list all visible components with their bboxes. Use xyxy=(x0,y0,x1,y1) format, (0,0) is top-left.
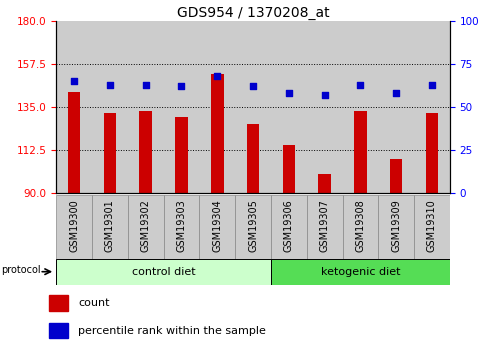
Text: count: count xyxy=(78,298,109,308)
Bar xyxy=(235,195,270,285)
Bar xyxy=(425,113,437,193)
Point xyxy=(142,82,149,87)
Point xyxy=(391,90,399,96)
Bar xyxy=(235,21,270,193)
Text: GSM19303: GSM19303 xyxy=(176,199,186,252)
Bar xyxy=(139,111,152,193)
Text: GSM19310: GSM19310 xyxy=(426,199,436,252)
Bar xyxy=(163,195,199,285)
Bar xyxy=(270,195,306,285)
Bar xyxy=(211,75,223,193)
Bar xyxy=(92,195,127,285)
Text: GSM19309: GSM19309 xyxy=(390,199,400,252)
Text: ketogenic diet: ketogenic diet xyxy=(320,267,399,277)
Text: percentile rank within the sample: percentile rank within the sample xyxy=(78,326,265,336)
Bar xyxy=(413,21,449,193)
Bar xyxy=(68,92,80,193)
Text: GSM19302: GSM19302 xyxy=(141,199,150,252)
Title: GDS954 / 1370208_at: GDS954 / 1370208_at xyxy=(176,6,329,20)
Bar xyxy=(413,195,449,285)
Bar xyxy=(270,259,449,285)
Bar xyxy=(49,323,68,338)
Bar xyxy=(306,195,342,285)
Bar xyxy=(342,21,378,193)
Text: GSM19304: GSM19304 xyxy=(212,199,222,252)
Bar xyxy=(378,21,413,193)
Text: GSM19301: GSM19301 xyxy=(105,199,115,252)
Text: GSM19305: GSM19305 xyxy=(247,199,258,252)
Bar xyxy=(353,111,366,193)
Bar xyxy=(103,113,116,193)
Bar xyxy=(56,195,92,285)
Text: GSM19306: GSM19306 xyxy=(283,199,293,252)
Bar xyxy=(56,21,92,193)
Bar xyxy=(199,21,235,193)
Text: protocol: protocol xyxy=(1,265,41,275)
Bar xyxy=(282,145,294,193)
Point xyxy=(427,82,435,87)
Point xyxy=(177,83,185,89)
Point xyxy=(320,92,328,98)
Bar xyxy=(56,259,270,285)
Bar xyxy=(246,124,259,193)
Bar xyxy=(270,21,306,193)
Bar xyxy=(378,195,413,285)
Bar xyxy=(175,117,187,193)
Bar xyxy=(163,21,199,193)
Point xyxy=(70,78,78,84)
Point xyxy=(249,83,257,89)
Text: control diet: control diet xyxy=(131,267,195,277)
Text: GSM19308: GSM19308 xyxy=(355,199,365,252)
Bar xyxy=(389,159,402,193)
Bar xyxy=(49,295,68,311)
Bar xyxy=(199,195,235,285)
Bar xyxy=(318,174,330,193)
Text: GSM19307: GSM19307 xyxy=(319,199,329,252)
Bar xyxy=(127,21,163,193)
Bar xyxy=(127,195,163,285)
Point xyxy=(106,82,114,87)
Bar xyxy=(306,21,342,193)
Point xyxy=(213,73,221,79)
Point xyxy=(356,82,364,87)
Bar xyxy=(342,195,378,285)
Bar xyxy=(92,21,127,193)
Text: GSM19300: GSM19300 xyxy=(69,199,79,252)
Point xyxy=(285,90,292,96)
